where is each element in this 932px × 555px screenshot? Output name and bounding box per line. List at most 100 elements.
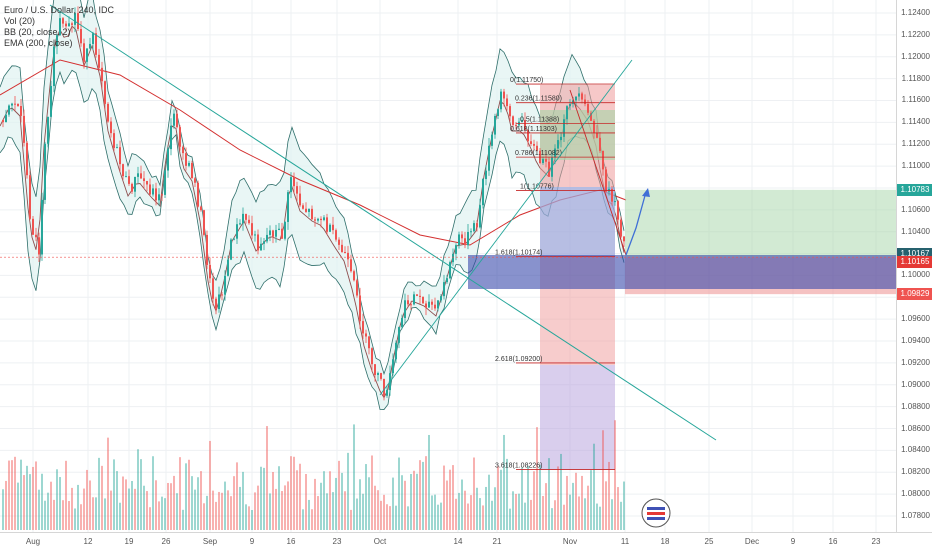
volume-bar xyxy=(233,476,235,530)
volume-bar xyxy=(269,493,271,530)
volume-bar xyxy=(605,481,607,530)
candle-body xyxy=(488,145,490,171)
volume-bar xyxy=(461,479,463,530)
candle-body xyxy=(278,228,280,231)
volume-bar xyxy=(188,459,190,530)
candle-body xyxy=(266,234,268,242)
candle-body xyxy=(371,348,373,365)
volume-bar xyxy=(443,465,445,530)
volume-bar xyxy=(599,506,601,530)
volume-bar xyxy=(59,477,61,530)
candle-body xyxy=(404,300,406,318)
volume-bar xyxy=(563,504,565,530)
volume-bar xyxy=(614,420,616,530)
volume-bar xyxy=(488,474,490,530)
time-axis[interactable]: Aug 12 19 26 Sep 9 16 23 Oct 14 21 Nov 11 18 25 Dec 9 16 2… xyxy=(0,532,932,551)
volume-bar xyxy=(419,460,421,530)
projection-arrowhead xyxy=(642,188,650,197)
candle-body xyxy=(122,164,124,177)
candle-body xyxy=(620,219,622,237)
candle-body xyxy=(290,177,292,193)
fib-level-label: 0.236(1.11580) xyxy=(515,96,562,103)
fib-level-label: 3.618(1.08226) xyxy=(495,462,542,469)
candle-body xyxy=(401,317,403,328)
impulse-line xyxy=(569,89,627,256)
volume-bar xyxy=(503,434,505,530)
price-axis-label: 1.12400 xyxy=(901,8,930,17)
time-axis-label: 19 xyxy=(124,537,134,546)
time-axis-label: Sep xyxy=(202,537,218,546)
volume-bar xyxy=(623,481,625,530)
candle-body xyxy=(566,106,568,120)
candle-body xyxy=(5,114,7,123)
candle-body xyxy=(80,29,82,44)
time-axis-label: 23 xyxy=(332,537,342,546)
volume-bar xyxy=(182,509,184,530)
candle-body xyxy=(194,178,196,183)
candle-body xyxy=(32,218,34,235)
volume-bar xyxy=(530,499,532,530)
candle-body xyxy=(239,223,241,225)
candle-body xyxy=(308,208,310,212)
volume-bar xyxy=(545,483,547,530)
candle-body xyxy=(407,300,409,305)
volume-bar xyxy=(470,495,472,530)
volume-bar xyxy=(398,457,400,530)
candle-body xyxy=(560,136,562,141)
candle-body xyxy=(365,333,367,337)
candle-body xyxy=(350,259,352,272)
bollinger-bands-label[interactable]: BB (20, close, 2) xyxy=(4,27,71,37)
volume-bar xyxy=(110,490,112,530)
candle-body xyxy=(8,105,10,115)
candle-body xyxy=(143,178,145,182)
candle-body xyxy=(548,161,550,177)
volume-bar xyxy=(425,456,427,530)
volume-bar xyxy=(323,471,325,530)
candle-body xyxy=(299,193,301,206)
ema-indicator-label[interactable]: EMA (200, close) xyxy=(4,38,73,48)
candle-body xyxy=(41,199,43,255)
volume-bar xyxy=(542,496,544,530)
volume-bar xyxy=(20,459,22,530)
candle-body xyxy=(56,35,58,47)
ascending-trendline xyxy=(379,59,633,396)
candle-body xyxy=(242,213,244,224)
volume-bar xyxy=(350,509,352,530)
volume-bar xyxy=(590,470,592,530)
candle-body xyxy=(176,113,178,128)
volume-bar xyxy=(29,474,31,530)
price-axis[interactable]: 1.12400 1.12200 1.12000 1.11800 1.11600 1.114… xyxy=(896,0,932,532)
volume-bar xyxy=(173,475,175,530)
volume-bar xyxy=(512,491,514,530)
candle-body xyxy=(320,218,322,221)
volume-bar xyxy=(185,463,187,530)
volume-bar xyxy=(581,475,583,530)
candle-body xyxy=(623,236,625,242)
candle-body xyxy=(353,271,355,281)
volume-bar xyxy=(74,508,76,530)
candle-body xyxy=(386,390,388,396)
volume-indicator-label[interactable]: Vol (20) xyxy=(4,16,36,26)
price-axis-label: 1.08800 xyxy=(901,401,930,411)
candle-body xyxy=(329,224,331,232)
volume-bar xyxy=(416,473,418,530)
candle-body xyxy=(332,224,334,231)
candle-body xyxy=(107,103,109,122)
volume-bar xyxy=(242,471,244,530)
descending-trendline xyxy=(49,4,717,441)
volume-bar xyxy=(326,493,328,530)
candle-body xyxy=(467,231,469,246)
candle-body xyxy=(293,177,295,187)
volume-bar xyxy=(116,471,118,530)
symbol-title[interactable]: Euro / U.S. Dollar, 240, IDC xyxy=(4,5,115,15)
volume-bar xyxy=(314,478,316,530)
volume-bar xyxy=(125,479,127,530)
candle-body xyxy=(20,106,22,116)
time-axis-label: 9 xyxy=(790,537,796,546)
time-axis-label: 26 xyxy=(161,537,171,546)
candle-body xyxy=(272,230,274,237)
candle-body xyxy=(554,148,556,158)
volume-bar xyxy=(344,491,346,530)
